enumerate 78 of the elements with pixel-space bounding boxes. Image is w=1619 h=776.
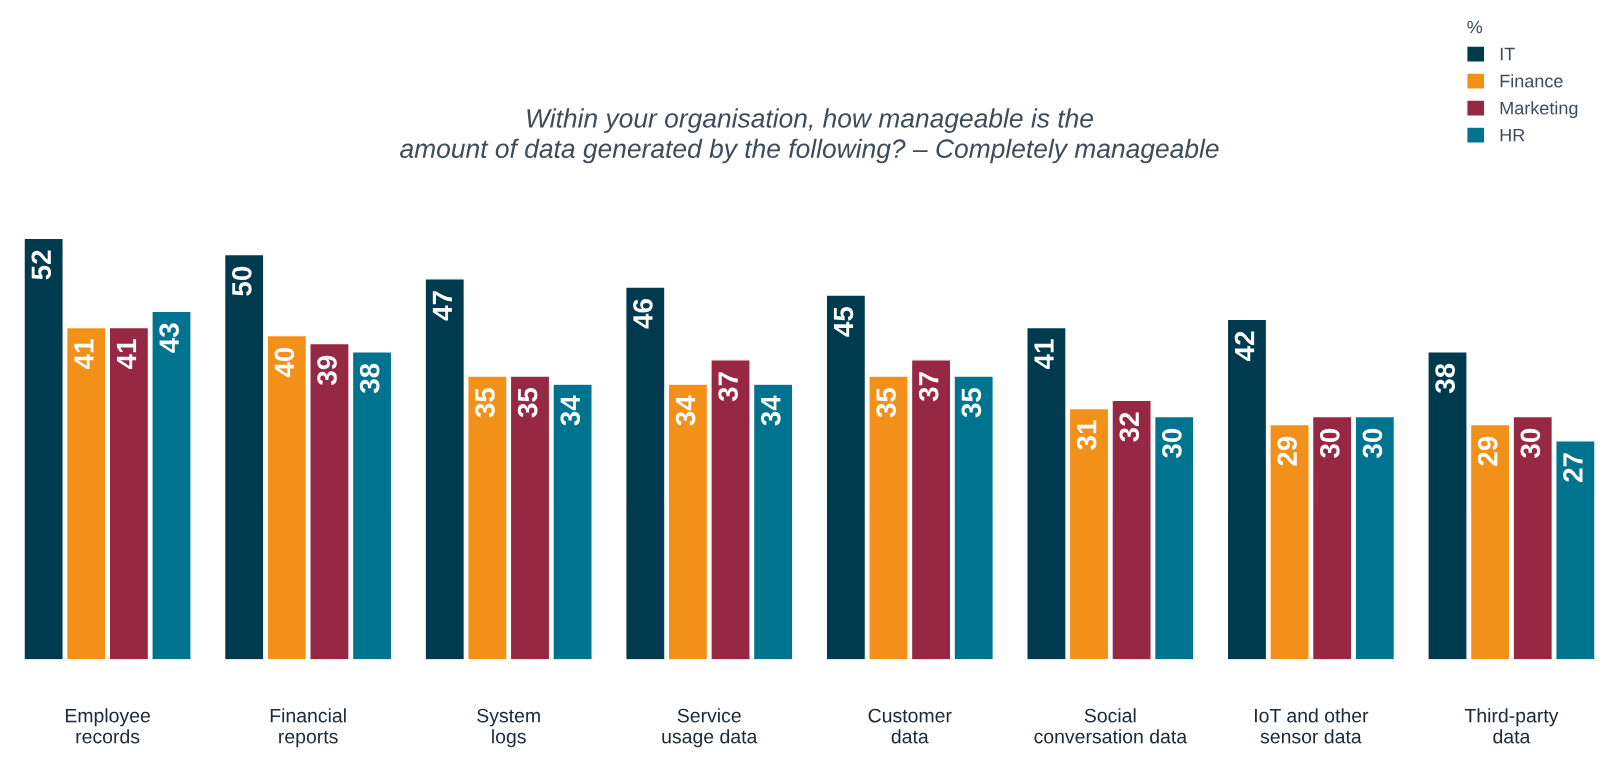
bar [667,383,709,660]
data-label: 30 [1319,428,1340,458]
bar [1311,415,1353,660]
data-label: 30 [1162,428,1182,458]
legend-label: IT [1500,47,1515,61]
data-label: 43 [159,323,179,353]
bar [1469,423,1511,660]
data-label: 38 [359,363,380,394]
bar [1354,415,1396,660]
data-label: 29 [1277,436,1298,466]
bar [108,326,150,660]
data-label: 46 [633,299,653,329]
bar [266,334,308,660]
bar [1269,423,1310,660]
bar [223,253,265,660]
bar [23,237,64,660]
data-label: 50 [231,266,252,296]
bar [1555,440,1596,660]
bar [710,359,751,660]
bar [65,326,107,660]
data-label: 27 [1563,453,1583,482]
data-label: 34 [675,395,696,426]
data-label: 45 [833,306,854,337]
data-label: 41 [1034,339,1054,370]
x-tick-label: IoT and other sensor data [1255,708,1369,744]
legend-label: Marketing [1500,101,1578,119]
x-tick-label: Third-party data [1464,708,1559,744]
bar [552,383,593,660]
chart-title: Within your organisation, how manageable is the amount of data generated by the following? – Completely manageable [400,108,1219,164]
bar [1427,351,1468,660]
data-label: 38 [1435,363,1455,394]
bar [1026,326,1067,660]
legend-title: % [1467,20,1483,34]
x-tick-label: System logs [477,708,540,748]
data-label: 39 [317,355,337,386]
data-label: 52 [31,250,52,280]
bar [1153,415,1195,660]
bar [910,359,952,660]
x-tick-label: Service usage data [662,708,758,748]
bar [868,375,909,660]
data-label: 40 [274,347,295,378]
bar [752,383,794,660]
x-tick-label: Employee records [65,708,150,744]
bar [151,310,192,660]
data-label: 35 [517,387,538,418]
data-label: 41 [74,339,94,370]
data-label: 34 [560,395,581,426]
data-label: 35 [961,387,982,418]
bar [424,278,466,660]
data-label: 37 [718,372,739,402]
data-label: 37 [918,372,939,402]
bar [467,375,508,660]
bar [825,294,867,660]
bar [1068,407,1110,660]
data-label: 34 [760,395,781,426]
data-label: 42 [1234,331,1255,361]
x-tick-label: Customer data [868,708,952,744]
data-label: 30 [1362,428,1383,458]
data-label: 32 [1119,412,1140,442]
bar [625,286,666,660]
data-label: 29 [1477,436,1498,466]
bar [953,375,994,660]
data-label: 31 [1076,420,1097,450]
bar [1226,318,1268,660]
data-label: 41 [116,339,137,370]
bar [1512,415,1554,660]
legend-label: Finance [1500,74,1563,88]
data-label: 35 [876,387,896,418]
bar [351,351,393,660]
data-label: 47 [432,291,452,321]
bar [1111,399,1152,660]
x-tick-label: Financial reports [270,708,346,748]
data-label: 30 [1520,428,1541,458]
legend-label: HR [1500,128,1525,142]
data-label: 35 [475,387,495,418]
bar [309,342,350,660]
bar [509,375,551,660]
x-tick-label: Social conversation data [1034,708,1188,744]
